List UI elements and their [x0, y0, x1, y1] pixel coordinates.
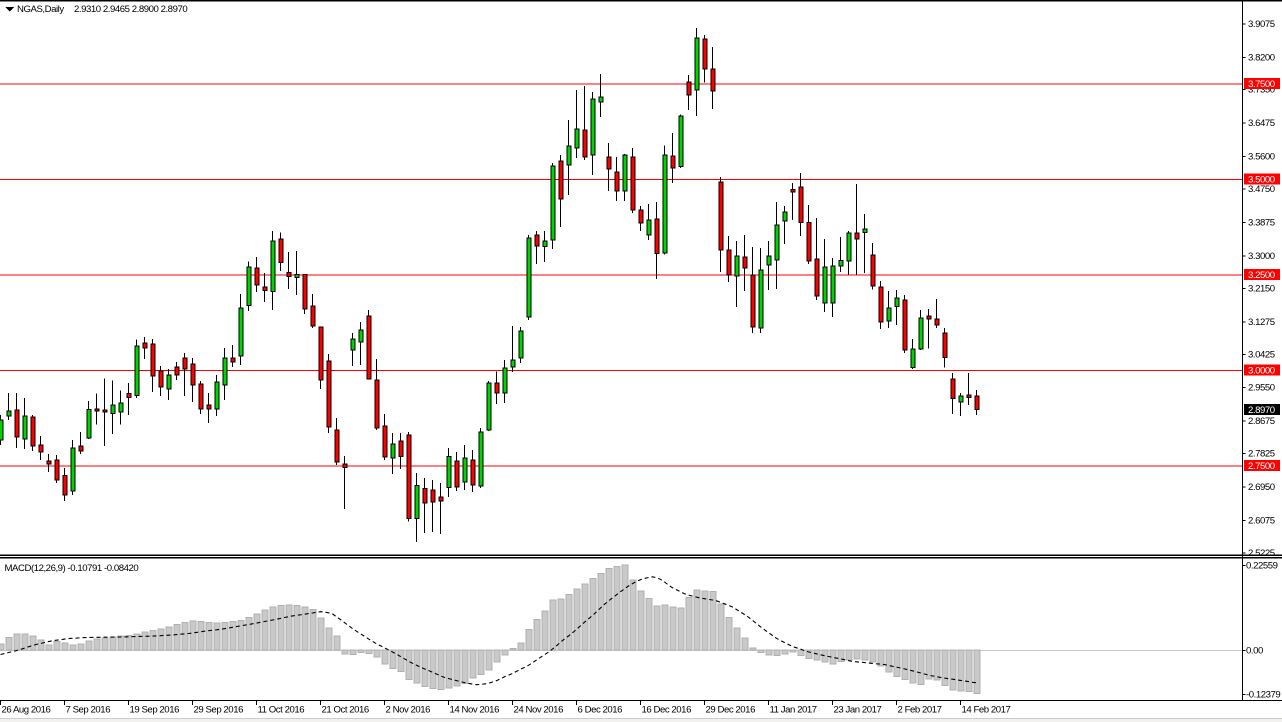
svg-text:3.0425: 3.0425: [1248, 349, 1275, 360]
svg-text:3.2150: 3.2150: [1248, 283, 1275, 294]
svg-text:3.5600: 3.5600: [1248, 152, 1275, 163]
svg-text:3.3000: 3.3000: [1248, 251, 1275, 262]
svg-text:MACD(12,26,9) -0.10791 -0.0842: MACD(12,26,9) -0.10791 -0.08420: [5, 563, 139, 574]
svg-text:2.9550: 2.9550: [1248, 383, 1275, 394]
svg-text:2.5225: 2.5225: [1248, 548, 1275, 559]
svg-text:2.7500: 2.7500: [1248, 461, 1275, 472]
svg-text:26 Aug 2016: 26 Aug 2016: [2, 705, 51, 716]
svg-text:3.2500: 3.2500: [1248, 270, 1275, 281]
svg-text:-0.12379: -0.12379: [1246, 690, 1280, 701]
svg-text:11 Jan 2017: 11 Jan 2017: [770, 705, 817, 716]
svg-text:3.0000: 3.0000: [1248, 366, 1275, 377]
svg-text:2.8970: 2.8970: [1248, 405, 1275, 416]
svg-text:2.7825: 2.7825: [1248, 449, 1275, 460]
svg-text:3.5000: 3.5000: [1248, 175, 1275, 186]
svg-text:0.22559: 0.22559: [1246, 561, 1278, 572]
svg-text:7 Sep 2016: 7 Sep 2016: [66, 705, 111, 716]
svg-text:21 Oct 2016: 21 Oct 2016: [322, 705, 369, 716]
svg-text:3.7500: 3.7500: [1248, 79, 1275, 90]
svg-text:16 Dec 2016: 16 Dec 2016: [642, 705, 692, 716]
svg-text:14 Nov 2016: 14 Nov 2016: [450, 705, 500, 716]
svg-text:NGAS,Daily: NGAS,Daily: [17, 4, 64, 15]
svg-text:2.9310 2.9465 2.8900 2.8970: 2.9310 2.9465 2.8900 2.8970: [74, 4, 187, 15]
svg-text:29 Sep 2016: 29 Sep 2016: [194, 705, 244, 716]
svg-text:23 Jan 2017: 23 Jan 2017: [834, 705, 882, 716]
svg-text:19 Sep 2016: 19 Sep 2016: [130, 705, 180, 716]
svg-text:24 Nov 2016: 24 Nov 2016: [514, 705, 564, 716]
svg-text:2.6075: 2.6075: [1248, 515, 1275, 526]
svg-text:0.00: 0.00: [1246, 646, 1263, 657]
svg-text:11 Oct 2016: 11 Oct 2016: [258, 705, 305, 716]
svg-text:3.1275: 3.1275: [1248, 317, 1275, 328]
svg-text:2.8675: 2.8675: [1248, 416, 1275, 427]
svg-text:6 Dec 2016: 6 Dec 2016: [578, 705, 623, 716]
svg-text:3.8200: 3.8200: [1248, 52, 1275, 63]
svg-text:2 Nov 2016: 2 Nov 2016: [386, 705, 431, 716]
svg-text:3.6475: 3.6475: [1248, 118, 1275, 129]
svg-text:14 Feb 2017: 14 Feb 2017: [962, 705, 1011, 716]
svg-text:3.4750: 3.4750: [1248, 184, 1275, 195]
svg-text:29 Dec 2016: 29 Dec 2016: [706, 705, 756, 716]
svg-text:2 Feb 2017: 2 Feb 2017: [898, 705, 942, 716]
svg-text:2.6950: 2.6950: [1248, 482, 1275, 493]
svg-text:3.7350: 3.7350: [1248, 85, 1275, 96]
svg-text:3.9075: 3.9075: [1248, 19, 1275, 30]
svg-text:3.3875: 3.3875: [1248, 218, 1275, 229]
